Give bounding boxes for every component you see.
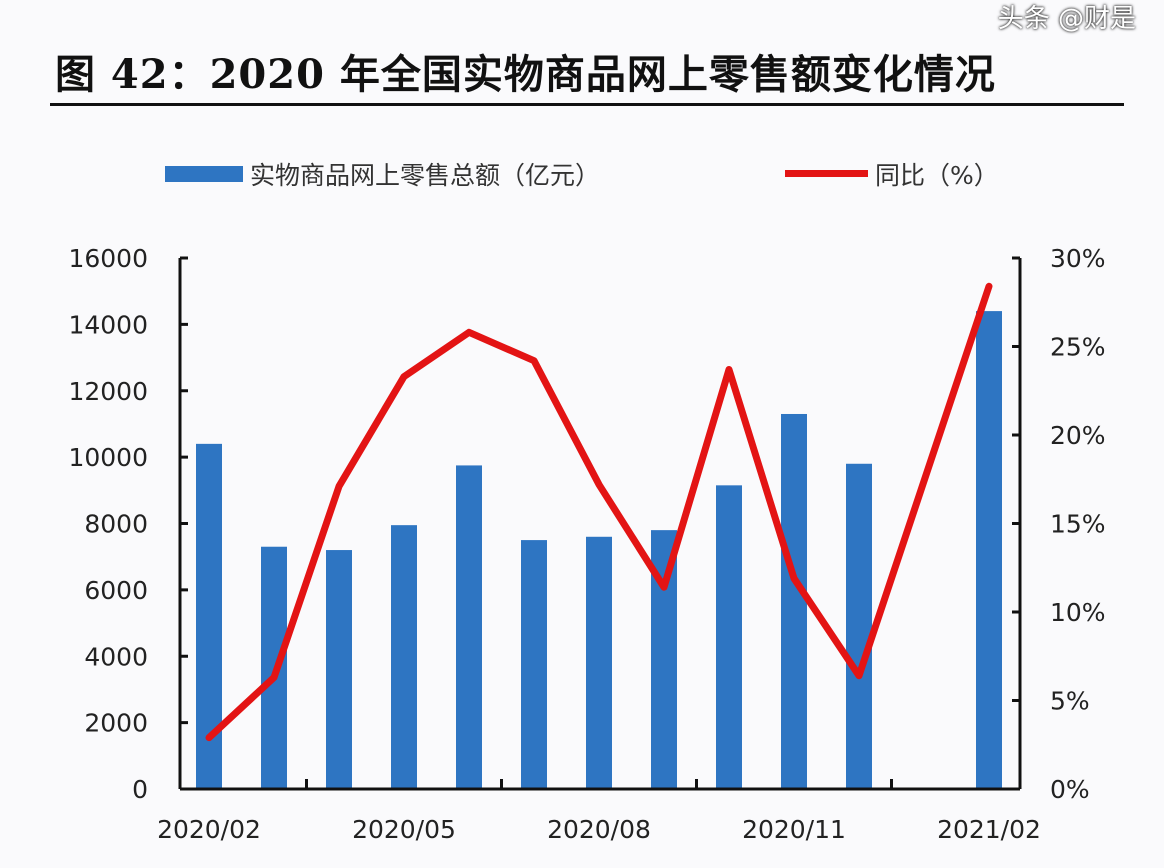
- bar-2020/05: [391, 525, 417, 789]
- left-tick-label: 8000: [84, 510, 148, 539]
- title-underline: [50, 103, 1124, 106]
- right-tick-label: 15%: [1050, 510, 1106, 539]
- left-tick-label: 16000: [68, 244, 148, 273]
- bar-2021/02: [976, 311, 1002, 789]
- x-tick-label: 2020/08: [547, 815, 651, 844]
- legend: 实物商品网上零售总额（亿元） 同比（%）: [165, 161, 999, 190]
- left-tick-label: 12000: [68, 377, 148, 406]
- bar-2020/11: [781, 413, 807, 789]
- bar-2020/06: [456, 465, 482, 789]
- bar-2020/04: [326, 550, 352, 789]
- right-tick-label: 20%: [1050, 421, 1106, 450]
- right-tick-label: 0%: [1050, 775, 1090, 804]
- left-tick-label: 4000: [84, 642, 148, 671]
- bar-2020/08: [586, 536, 612, 789]
- bar-2020/10: [716, 485, 742, 789]
- legend-label-bar: 实物商品网上零售总额（亿元）: [250, 161, 600, 190]
- bar-2020/07: [521, 540, 547, 789]
- right-tick-label: 30%: [1050, 244, 1106, 273]
- x-tick-label: 2020/11: [742, 815, 846, 844]
- x-tick-label: 2020/05: [352, 815, 456, 844]
- left-tick-label: 0: [132, 775, 148, 804]
- left-tick-label: 10000: [68, 443, 148, 472]
- bar-2020/12: [846, 463, 872, 789]
- watermark: 头条 @财是: [997, 4, 1136, 34]
- left-tick-label: 2000: [84, 709, 148, 738]
- chart-title: 图 42：2020 年全国实物商品网上零售额变化情况: [55, 51, 996, 98]
- legend-swatch-line: [785, 170, 868, 177]
- x-tick-label: 2021/02: [937, 815, 1041, 844]
- right-tick-label: 10%: [1050, 598, 1106, 627]
- right-tick-label: 25%: [1050, 333, 1106, 362]
- legend-swatch-bar: [165, 166, 243, 182]
- legend-label-line: 同比（%）: [875, 161, 999, 190]
- right-tick-label: 5%: [1050, 687, 1090, 716]
- x-tick-label: 2020/02: [157, 815, 261, 844]
- yoy-line: [205, 282, 993, 742]
- left-tick-label: 14000: [68, 310, 148, 339]
- left-tick-label: 6000: [84, 576, 148, 605]
